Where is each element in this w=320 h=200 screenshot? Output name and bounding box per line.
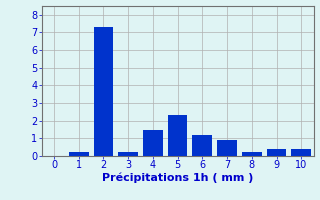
Bar [69, 152, 89, 156]
Bar [217, 140, 237, 156]
Bar [242, 152, 262, 156]
Bar [192, 135, 212, 156]
Bar [291, 149, 311, 156]
Bar [118, 152, 138, 156]
Bar [267, 149, 286, 156]
Bar [143, 130, 163, 156]
Bar [168, 115, 188, 156]
X-axis label: Précipitations 1h ( mm ): Précipitations 1h ( mm ) [102, 173, 253, 183]
Bar [93, 27, 113, 156]
